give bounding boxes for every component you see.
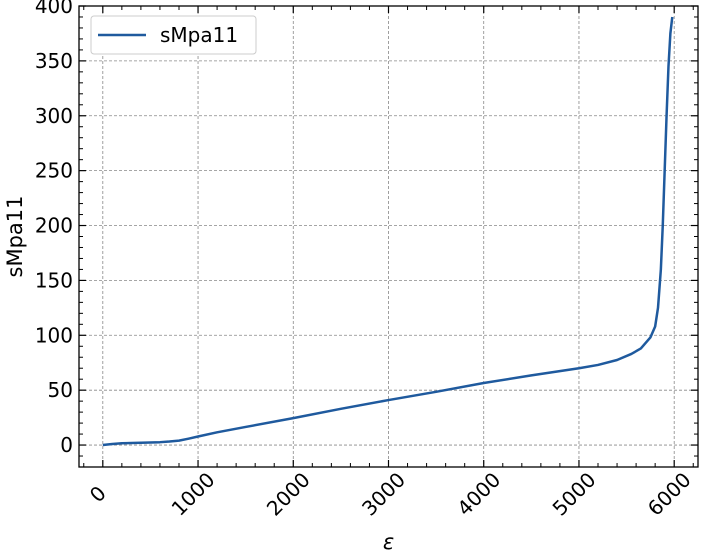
series-layer <box>102 16 674 447</box>
y-tick-label: 300 <box>35 104 73 128</box>
y-tick-label: 50 <box>48 378 73 402</box>
legend-box <box>90 15 257 55</box>
y-tick-label: 150 <box>35 268 73 292</box>
series-line <box>102 16 674 447</box>
y-tick-label: 100 <box>35 323 73 347</box>
legend: sMpa11 <box>90 15 257 55</box>
y-axis-label: sMpa11 <box>3 196 27 278</box>
grid <box>79 5 698 467</box>
legend-label: sMpa11 <box>160 23 238 47</box>
y-tick-label: 250 <box>35 159 73 183</box>
y-tick-label: 0 <box>60 433 73 457</box>
ticks <box>79 5 698 467</box>
y-tick-label: 350 <box>35 49 73 73</box>
y-tick-labels: 0 50 100 150 200 250 300 350 400 <box>35 0 73 457</box>
y-tick-label: 400 <box>35 0 73 18</box>
x-axis-label: ε <box>383 530 394 554</box>
y-tick-label: 200 <box>35 214 73 238</box>
